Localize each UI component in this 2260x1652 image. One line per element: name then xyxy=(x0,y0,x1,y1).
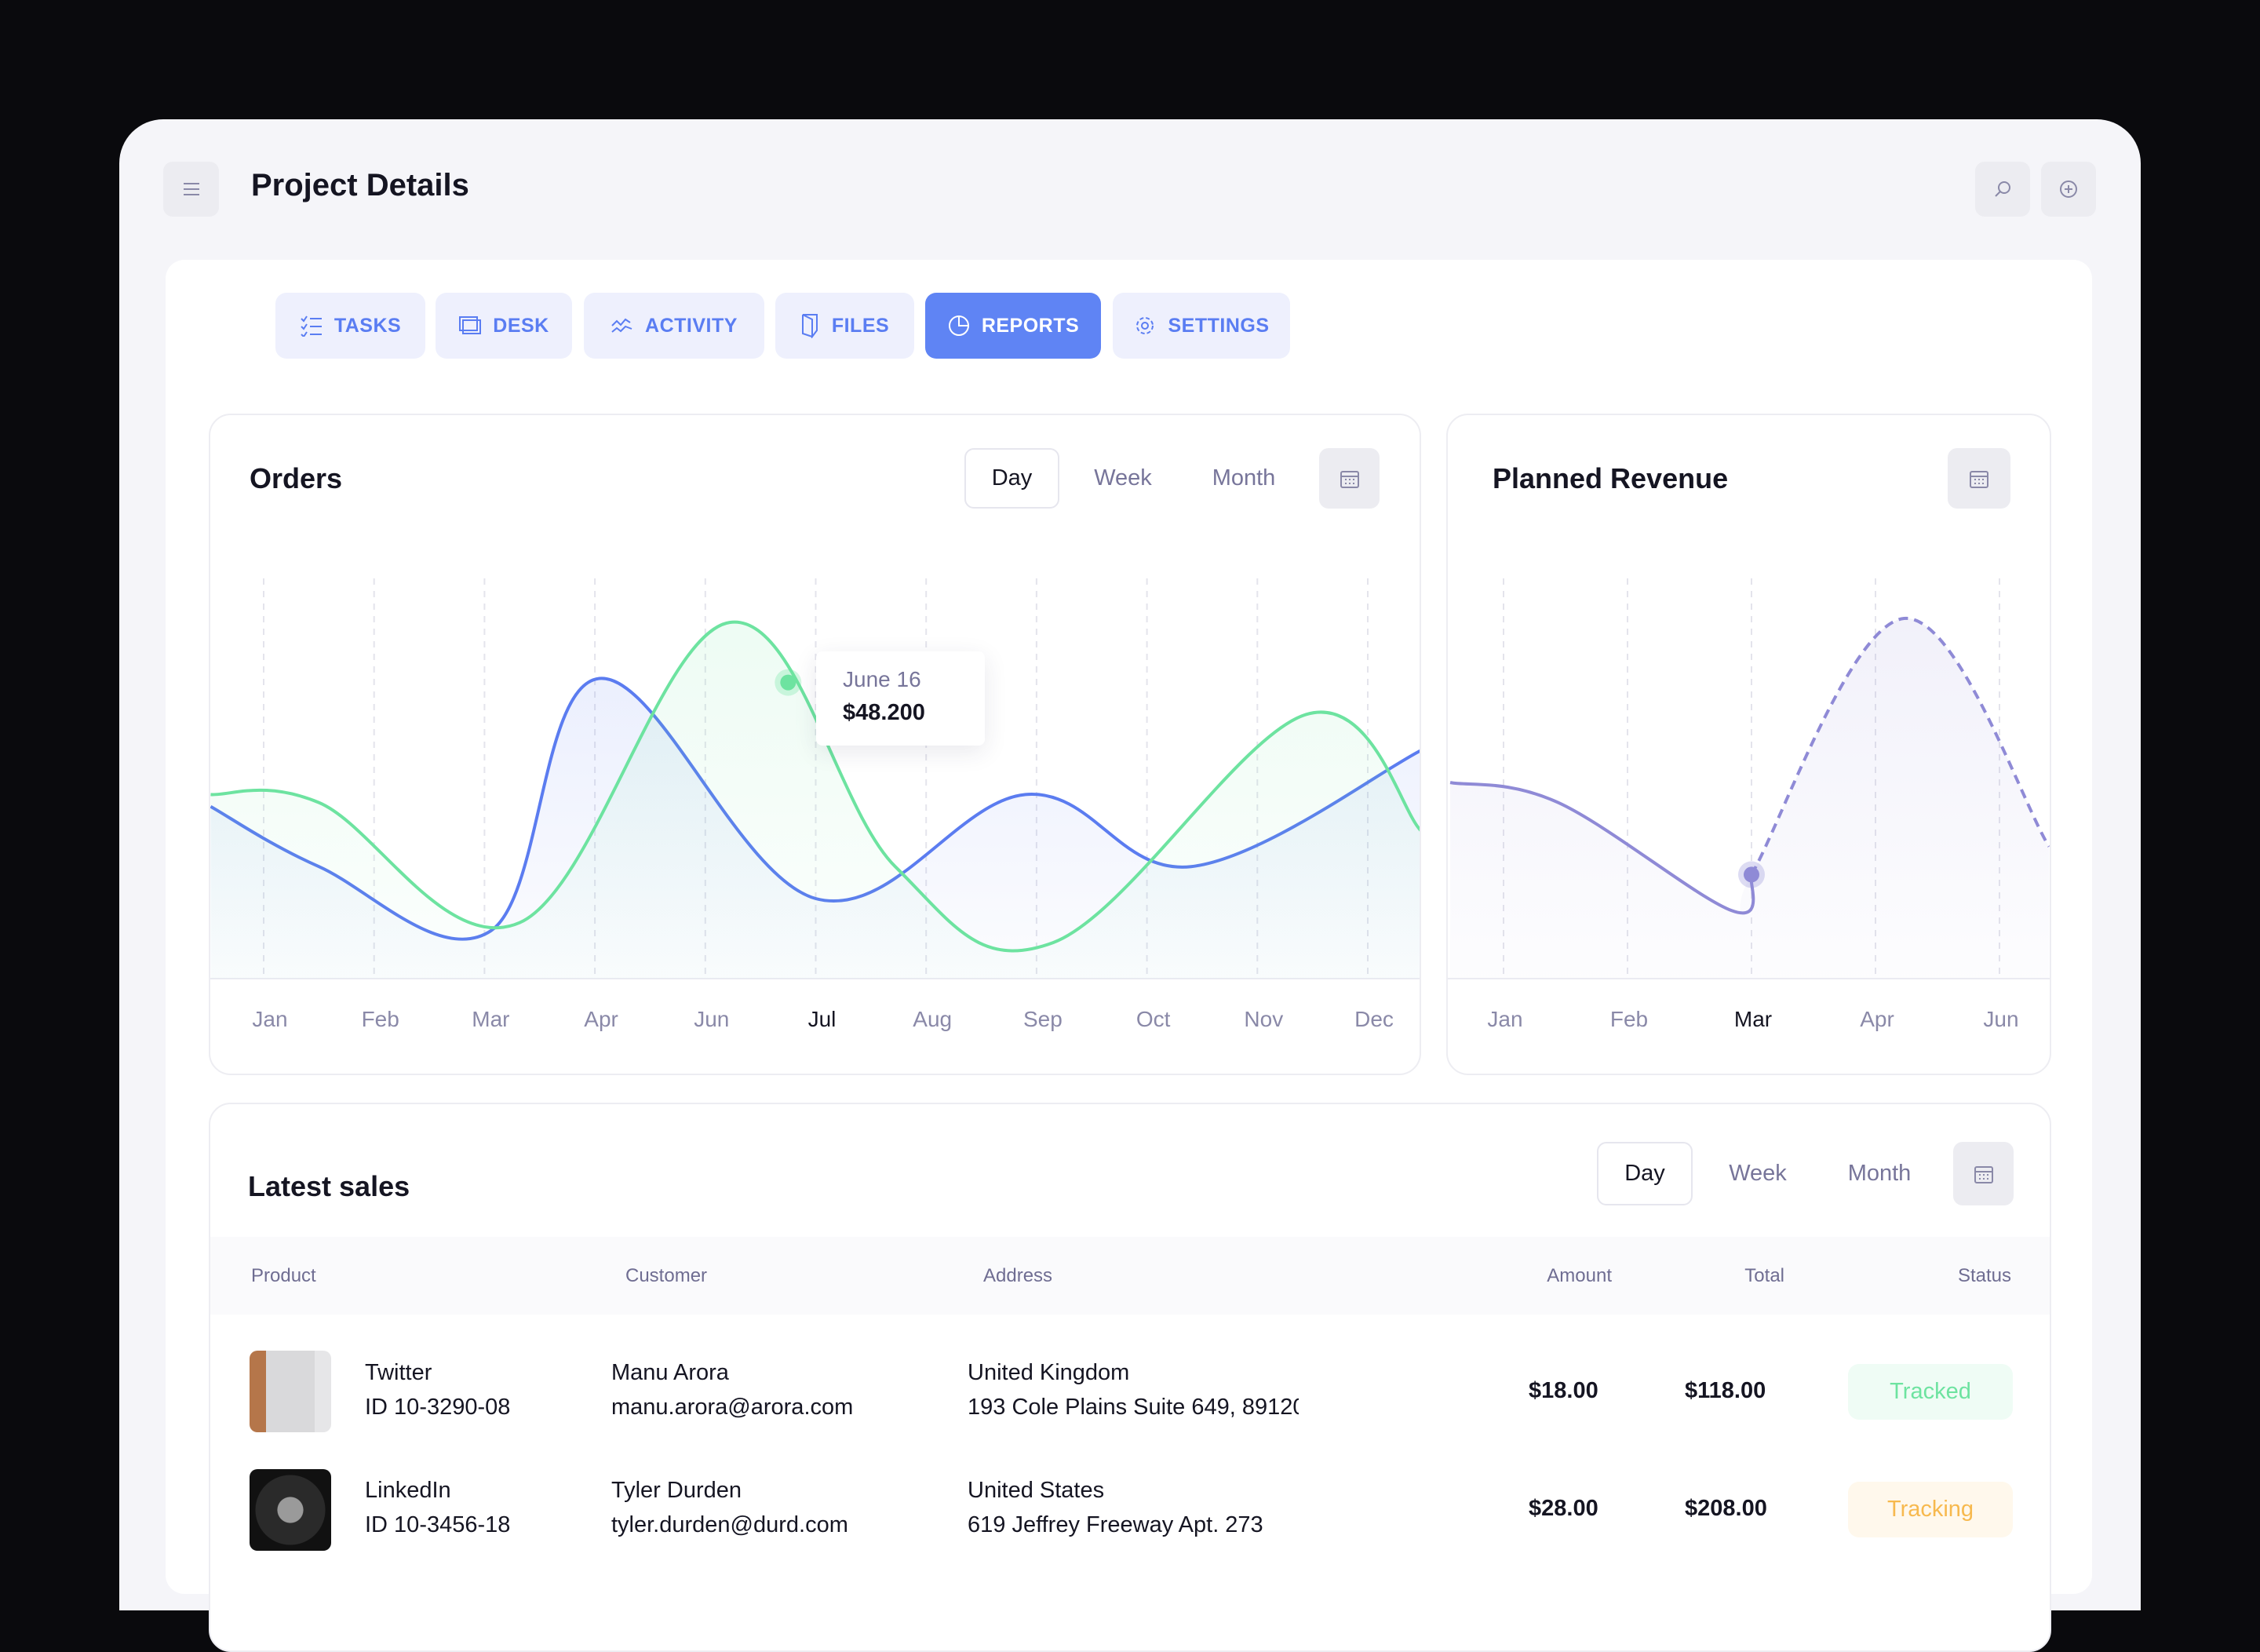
customer-name: Tyler Durden xyxy=(611,1478,742,1503)
total: $118.00 xyxy=(1685,1378,1766,1403)
x-tick-label: Jan xyxy=(1487,1007,1523,1031)
product-image xyxy=(250,1351,331,1432)
status-badge: Tracked xyxy=(1848,1364,2013,1420)
address-country: United Kingdom xyxy=(968,1360,1130,1385)
revenue-card xyxy=(1446,414,2051,1075)
orders-chart xyxy=(210,578,1420,979)
plus-circle-icon xyxy=(2060,181,2077,198)
series-line xyxy=(1449,781,1755,915)
x-tick-label: Sep xyxy=(1022,1007,1063,1031)
tab-tasks[interactable]: TASKS xyxy=(275,293,425,359)
product-id: ID 10-3290-08 xyxy=(365,1395,511,1420)
customer-email: tyler.durden@durd.com xyxy=(611,1512,848,1537)
sales-day-button[interactable]: Day xyxy=(1597,1142,1693,1205)
product-name: LinkedIn xyxy=(365,1478,451,1503)
x-tick-label: Jun xyxy=(694,1007,730,1031)
data-point-marker xyxy=(1744,866,1759,883)
product-id: ID 10-3456-18 xyxy=(365,1512,511,1537)
col-total: Total xyxy=(1744,1265,1784,1286)
x-tick-label: Jan xyxy=(252,1007,288,1031)
tab-label: TASKS xyxy=(334,314,402,337)
x-tick-label: Jun xyxy=(1983,1007,2019,1031)
chart-tooltip: June 16 $48.200 xyxy=(816,651,985,746)
series-line xyxy=(210,620,1420,953)
product-image xyxy=(250,1469,331,1551)
pie-chart-icon xyxy=(948,315,969,336)
revenue-title: Planned Revenue xyxy=(1493,462,1729,494)
tab-label: DESK xyxy=(493,314,549,337)
tab-desk[interactable]: DESK xyxy=(436,293,572,359)
tab-label: FILES xyxy=(831,314,890,337)
status-badge: Tracking xyxy=(1848,1482,2013,1537)
desk-icon xyxy=(459,316,482,334)
revenue-calendar-button[interactable] xyxy=(1948,448,2010,509)
gear-icon xyxy=(1136,317,1154,334)
x-tick-label: Feb xyxy=(1609,1007,1649,1031)
tab-label: SETTINGS xyxy=(1168,314,1270,337)
orders-month-button[interactable]: Month xyxy=(1212,465,1276,490)
x-tick-label: Apr xyxy=(584,1007,618,1031)
orders-week-button[interactable]: Week xyxy=(1094,465,1152,490)
file-icon xyxy=(801,314,818,338)
menu-icon xyxy=(183,183,199,195)
activity-icon xyxy=(611,318,632,333)
customer-name: Manu Arora xyxy=(611,1360,729,1385)
x-tick-label: Nov xyxy=(1244,1007,1284,1031)
sales-title: Latest sales xyxy=(248,1170,410,1202)
x-tick-label: Apr xyxy=(1860,1007,1894,1031)
table-header xyxy=(210,1237,2050,1315)
series-area xyxy=(1450,618,2050,979)
search-icon xyxy=(1995,181,2010,197)
revenue-chart xyxy=(1448,578,2050,979)
x-tick-label: Feb xyxy=(361,1007,399,1031)
col-product: Product xyxy=(251,1265,316,1286)
tab-files[interactable]: FILES xyxy=(775,293,914,359)
sales-calendar-button[interactable] xyxy=(1953,1142,2014,1205)
orders-title: Orders xyxy=(250,462,343,494)
search-button[interactable] xyxy=(1975,162,2030,217)
x-tick-label: Dec xyxy=(1354,1007,1394,1031)
data-point-marker xyxy=(780,674,796,691)
sales-card xyxy=(209,1103,2051,1652)
series-line-forecast xyxy=(1750,616,2050,876)
orders-day-button[interactable]: Day xyxy=(964,448,1059,509)
checklist-icon xyxy=(301,315,322,337)
customer-email: manu.arora@arora.com xyxy=(611,1395,854,1420)
address-line: 619 Jeffrey Freeway Apt. 273 xyxy=(968,1512,1263,1537)
calendar-icon xyxy=(1974,1165,1993,1183)
col-address: Address xyxy=(983,1265,1053,1286)
amount: $18.00 xyxy=(1529,1378,1598,1403)
tooltip-value: $48.200 xyxy=(843,700,925,725)
col-status: Status xyxy=(1957,1265,2011,1286)
tab-reports[interactable]: REPORTS xyxy=(925,293,1101,359)
calendar-icon xyxy=(1970,470,1988,488)
sales-month-button[interactable]: Month xyxy=(1847,1161,1912,1186)
address-country: United States xyxy=(968,1478,1105,1503)
calendar-icon xyxy=(1340,470,1359,488)
tab-label: REPORTS xyxy=(981,314,1080,337)
tab-label: ACTIVITY xyxy=(645,314,738,337)
x-tick-label: Aug xyxy=(913,1007,953,1031)
col-customer: Customer xyxy=(625,1265,708,1286)
address-line: 193 Cole Plains Suite 649, 891203 xyxy=(968,1395,1299,1420)
sales-week-button[interactable]: Week xyxy=(1729,1161,1787,1186)
amount: $28.00 xyxy=(1529,1496,1598,1521)
tab-settings[interactable]: SETTINGS xyxy=(1113,293,1290,359)
page-title: Project Details xyxy=(251,168,469,202)
add-button[interactable] xyxy=(2041,162,2096,217)
tab-activity[interactable]: ACTIVITY xyxy=(584,293,764,359)
series-area xyxy=(210,622,1420,979)
tooltip-date: June 16 xyxy=(843,667,921,691)
menu-button[interactable] xyxy=(163,162,219,217)
x-tick-label: Oct xyxy=(1135,1007,1171,1031)
x-tick-label: Jul xyxy=(807,1007,837,1031)
orders-calendar-button[interactable] xyxy=(1319,448,1380,509)
x-tick-label: Mar xyxy=(472,1007,510,1031)
x-tick-label: Mar xyxy=(1733,1007,1773,1031)
product-name: Twitter xyxy=(365,1360,432,1385)
orders-card xyxy=(209,414,1421,1075)
col-amount: Amount xyxy=(1547,1265,1612,1286)
total: $208.00 xyxy=(1685,1496,1767,1521)
